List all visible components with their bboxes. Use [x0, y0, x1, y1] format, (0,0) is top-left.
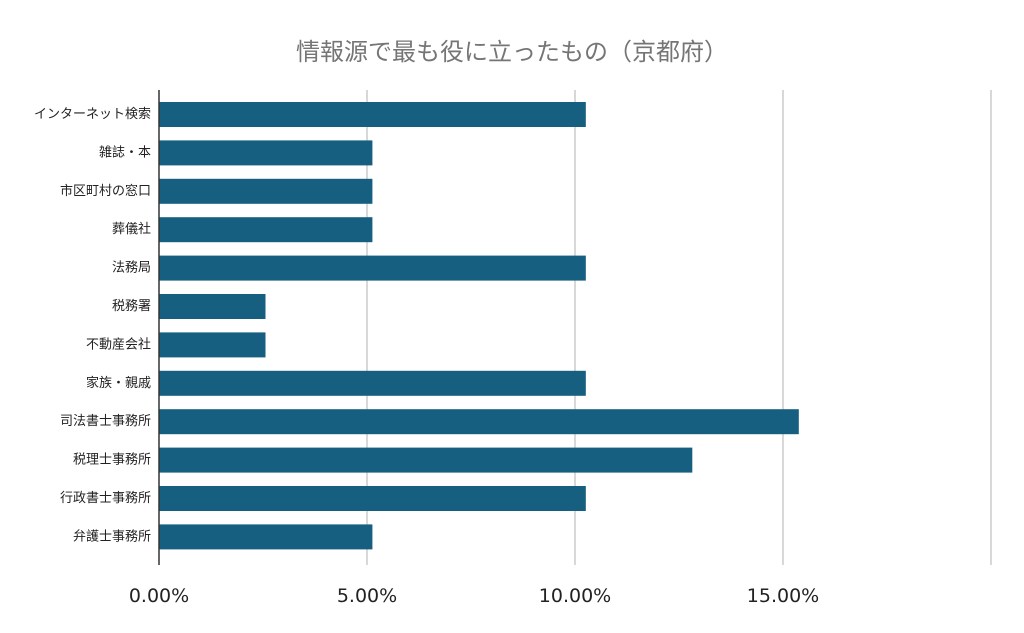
bar: [159, 294, 266, 319]
x-tick-label: 0.00%: [129, 585, 189, 607]
category-label: インターネット検索: [34, 107, 151, 122]
category-label: 家族・親戚: [86, 375, 151, 391]
bar: [159, 102, 586, 127]
x-tick-label: 15.00%: [747, 585, 819, 607]
category-label: 税理士事務所: [73, 453, 151, 468]
category-label: 行政書士事務所: [60, 491, 151, 506]
bar: [159, 140, 373, 166]
category-label: 雑誌・本: [99, 144, 151, 160]
category-label: 市区町村の窓口: [60, 183, 151, 199]
bar: [159, 447, 693, 473]
bar: [159, 217, 373, 243]
bar: [159, 332, 266, 358]
category-label: 葬儀社: [112, 221, 151, 237]
bar: [159, 486, 586, 511]
chart-title: 情報源で最も役に立ったもの（京都府）: [296, 38, 728, 66]
category-label: 弁護士事務所: [73, 528, 151, 544]
category-label: 不動産会社: [86, 336, 151, 352]
bar: [159, 524, 373, 550]
bar: [159, 255, 586, 281]
category-label: 法務局: [112, 261, 151, 276]
x-tick-label: 5.00%: [337, 585, 397, 607]
category-label: 税務署: [112, 299, 151, 314]
x-tick-label: 10.00%: [539, 585, 611, 607]
category-label: 司法書士事務所: [60, 414, 151, 429]
bar: [159, 409, 799, 435]
bar: [159, 178, 373, 204]
bar: [159, 370, 586, 396]
